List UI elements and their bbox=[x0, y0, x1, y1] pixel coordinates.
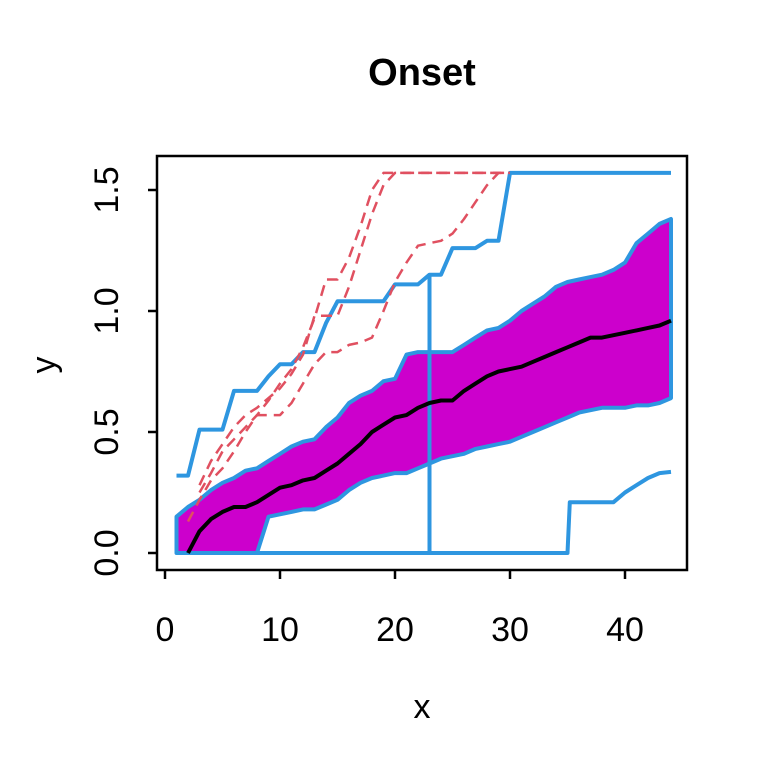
x-axis-label: x bbox=[413, 688, 431, 726]
x-tick-label: 10 bbox=[261, 611, 299, 649]
y-tick-label: 0.5 bbox=[88, 408, 126, 455]
y-axis-label: y bbox=[24, 356, 63, 374]
plot-frame bbox=[155, 154, 689, 572]
outlier-curve-1 bbox=[198, 171, 510, 494]
x-tick-label: 30 bbox=[491, 611, 529, 649]
central-band bbox=[174, 217, 673, 555]
median-curve bbox=[186, 318, 672, 554]
y-tick-label: 0.0 bbox=[88, 529, 126, 576]
y-tick-label: 1.0 bbox=[88, 287, 126, 334]
x-tick-label: 40 bbox=[606, 611, 644, 649]
x-tick-label: 0 bbox=[156, 611, 175, 649]
x-tick-label: 20 bbox=[376, 611, 414, 649]
y-tick-label: 1.5 bbox=[88, 166, 126, 213]
lower-envelope bbox=[176, 469, 672, 555]
upper-envelope bbox=[176, 170, 671, 478]
outlier-curve-3 bbox=[186, 172, 500, 523]
plot-title: Onset bbox=[368, 52, 476, 94]
outlier-curve-2 bbox=[198, 171, 510, 486]
